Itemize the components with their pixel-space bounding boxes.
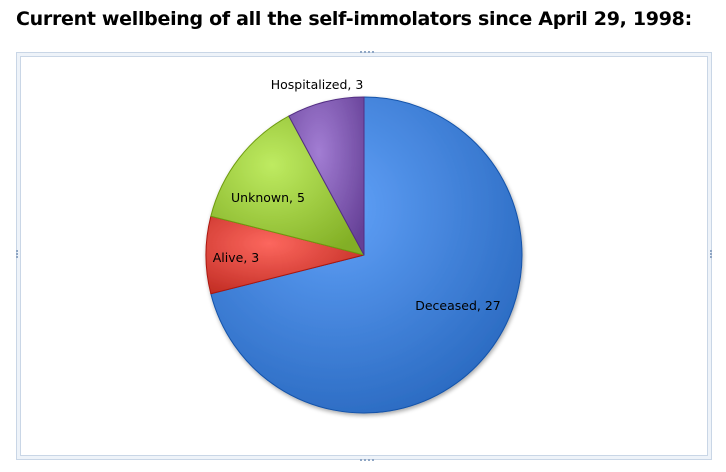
pie-slice-deceased[interactable] (210, 96, 523, 414)
pie-slice-hospitalized[interactable] (288, 96, 365, 256)
resize-handle-bottom[interactable] (357, 456, 377, 464)
page-title: Current wellbeing of all the self-immola… (16, 8, 692, 30)
resize-handle-top[interactable] (357, 48, 377, 56)
slice-label-hospitalized: Hospitalized, 3 (271, 77, 364, 92)
resize-handle-left[interactable] (14, 249, 20, 265)
slice-label-alive: Alive, 3 (213, 250, 259, 265)
pie-slice-unknown[interactable] (210, 115, 365, 256)
slice-label-unknown: Unknown, 5 (231, 190, 305, 205)
slice-label-deceased: Deceased, 27 (415, 298, 501, 313)
resize-handle-right[interactable] (708, 249, 714, 265)
